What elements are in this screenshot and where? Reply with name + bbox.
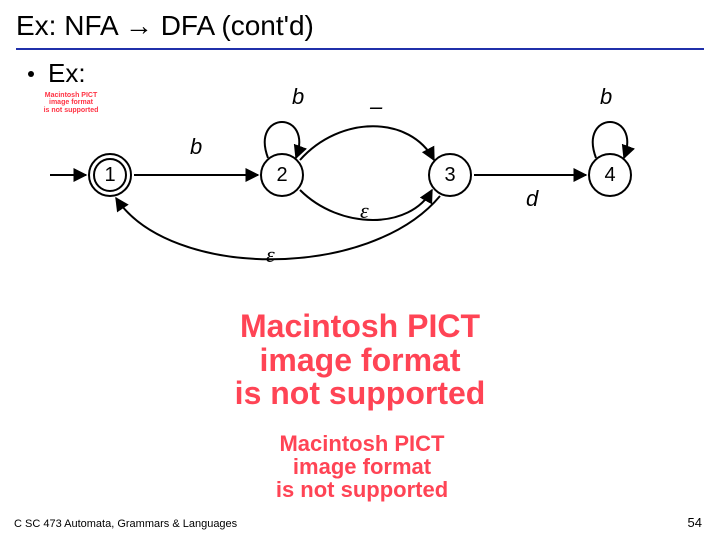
state-1-accept-ring (93, 158, 127, 192)
state-3: 3 (428, 153, 472, 197)
label-2-3-top: – (370, 94, 382, 120)
label-1-2: b (190, 134, 202, 160)
pict-big-line1: Macintosh PICT (160, 310, 560, 344)
pict-big-line3: is not supported (160, 377, 560, 411)
state-3-label: 3 (444, 164, 455, 187)
footer-left: C SC 473 Automata, Grammars & Languages (14, 518, 237, 530)
state-1: 1 (88, 153, 132, 197)
nfa-diagram: 1 2 3 4 b b – ε ε d b (0, 70, 720, 280)
pict-med-line2: image format (222, 455, 502, 478)
state-4-label: 4 (604, 164, 615, 187)
edge-3-1 (116, 196, 440, 259)
pict-error-medium: Macintosh PICT image format is not suppo… (222, 432, 502, 501)
page-title: Ex: NFA → DFA (cont'd) (0, 0, 720, 48)
pict-med-line1: Macintosh PICT (222, 432, 502, 455)
state-4: 4 (588, 153, 632, 197)
state-2: 2 (260, 153, 304, 197)
page-number: 54 (688, 515, 702, 530)
label-3-4: d (526, 186, 538, 212)
label-2loop: b (292, 84, 304, 110)
pict-error-big: Macintosh PICT image format is not suppo… (160, 310, 560, 411)
state-2-label: 2 (276, 164, 287, 187)
pict-med-line3: is not supported (222, 478, 502, 501)
title-rule (16, 48, 704, 50)
label-3-1: ε (266, 242, 275, 268)
edge-2-3-top (300, 126, 434, 160)
label-2-3-bot: ε (360, 198, 369, 224)
pict-big-line2: image format (160, 344, 560, 378)
label-4loop: b (600, 84, 612, 110)
